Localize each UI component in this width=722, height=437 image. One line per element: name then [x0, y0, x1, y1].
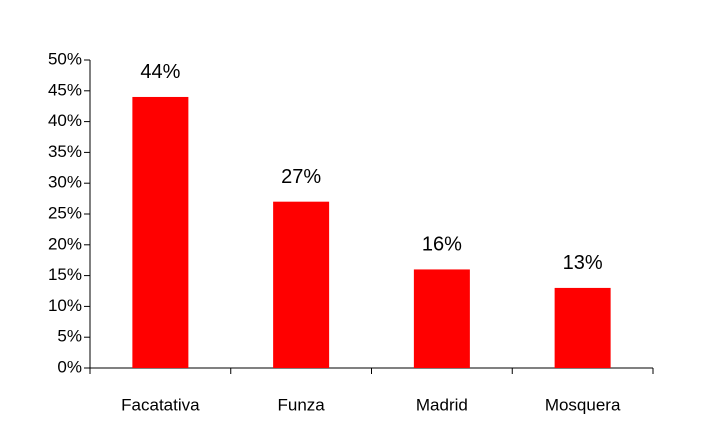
y-tick-label: 5% [57, 327, 82, 346]
bar [554, 287, 611, 368]
bar [413, 269, 470, 368]
y-tick-label: 0% [57, 357, 82, 376]
y-tick-label: 35% [48, 142, 82, 161]
value-label: 27% [281, 166, 321, 188]
y-tick-label: 25% [48, 203, 82, 222]
x-tick-label: Madrid [416, 395, 468, 414]
y-tick-label: 20% [48, 234, 82, 253]
bar [273, 201, 330, 368]
value-label: 44% [140, 61, 180, 83]
value-label: 16% [422, 234, 462, 256]
y-tick-label: 40% [48, 111, 82, 130]
y-tick-label: 30% [48, 173, 82, 192]
y-tick-label: 45% [48, 80, 82, 99]
y-tick-label: 10% [48, 296, 82, 315]
x-tick-label: Funza [278, 395, 326, 414]
x-tick-label: Facatativa [121, 395, 200, 414]
x-tick-label: Mosquera [545, 395, 621, 414]
y-tick-label: 15% [48, 265, 82, 284]
y-tick-label: 50% [48, 49, 82, 68]
value-label: 13% [563, 252, 603, 274]
bar [132, 96, 189, 369]
